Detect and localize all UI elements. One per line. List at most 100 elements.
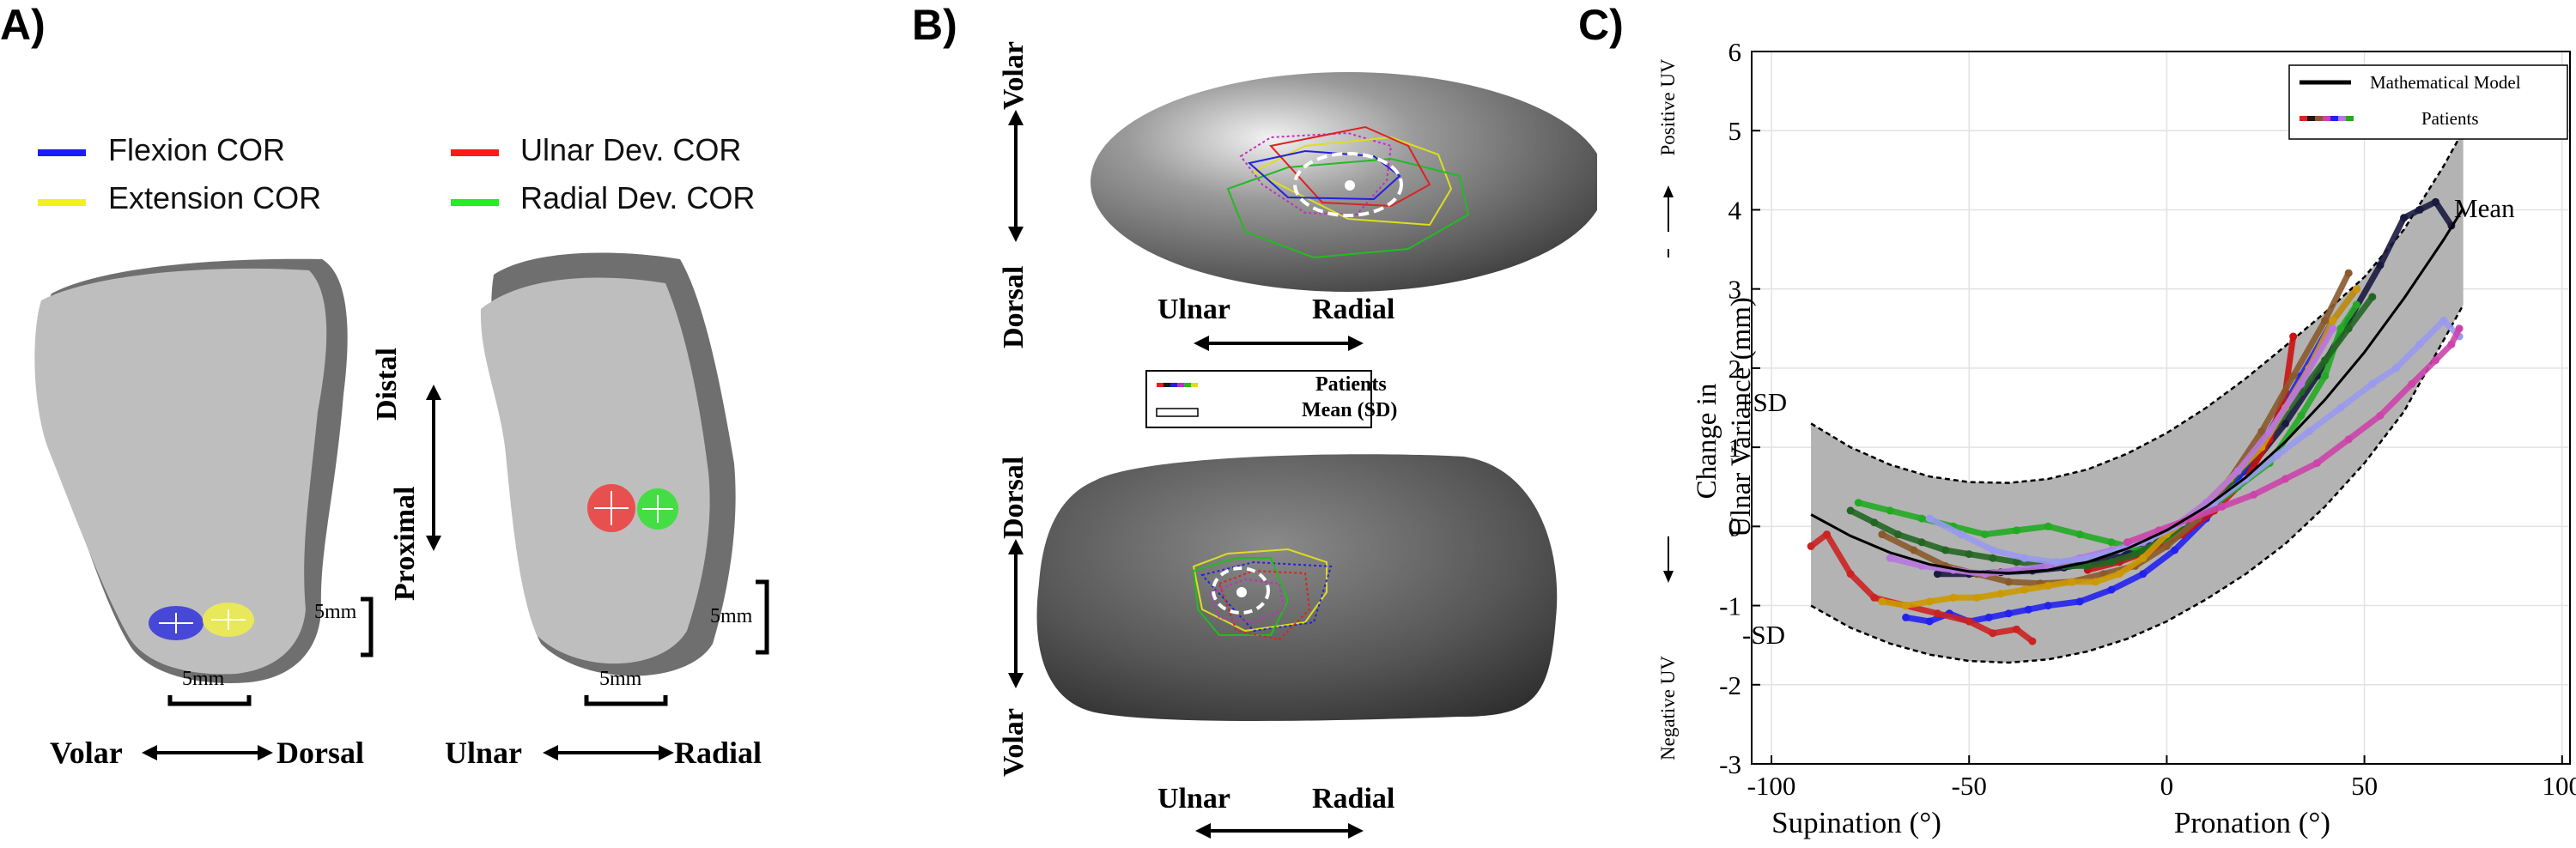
patient-series-point: [2273, 451, 2281, 459]
patient-series-point: [1807, 542, 1815, 550]
y-tick-label: -3: [1719, 749, 1741, 779]
top-mean-sd-ellipse: [1293, 152, 1403, 217]
patient-series-point: [1941, 546, 1950, 554]
patient-series-point: [2233, 467, 2242, 475]
patient-series-point: [2336, 324, 2345, 333]
plus-sd-line: [1810, 130, 2464, 484]
patient-series-point: [2257, 427, 2266, 436]
patient-series-line: [1807, 531, 2036, 645]
label-ulnar-b-bottom: Ulnar: [1157, 783, 1230, 815]
legend-swatch-extension: [38, 199, 86, 206]
y-tick-label: -2: [1719, 670, 1741, 700]
b-legend-box: [1145, 370, 1372, 428]
patient-series-point: [1957, 530, 1965, 539]
patient-series-point: [2344, 269, 2353, 277]
x-axis-label-pronation: Pronation (°): [2174, 806, 2330, 839]
plot-frame: [1751, 51, 2571, 765]
label-proximal: Proximal: [389, 486, 421, 601]
y-axis-label-line1: Change in: [1692, 384, 1722, 500]
b-top-horizontal-arrow: [1194, 336, 1364, 351]
patient-series-point: [2139, 570, 2148, 578]
top-surface-ellipsoid: [1091, 72, 1597, 292]
patient-series-point: [2281, 419, 2289, 427]
patient-series-point: [2297, 411, 2306, 420]
label-plus-sd: +SD: [1738, 387, 1787, 417]
scale-bars: [167, 579, 769, 706]
patient-series-point: [2376, 411, 2385, 420]
patient-series-point: [1893, 530, 1902, 539]
patient-series-point: [1870, 518, 1879, 527]
panel-b-letter: B): [912, 1, 957, 49]
bottom-mean-sd-ellipse: [1212, 566, 1270, 615]
patient-series-point: [2131, 550, 2140, 559]
patient-series-point: [2344, 324, 2353, 333]
label-ulnar-b-top: Ulnar: [1157, 294, 1230, 325]
patient-series-point: [2391, 364, 2400, 373]
patient-series-point: [2004, 609, 2013, 618]
top-mean-point: [1345, 180, 1355, 191]
patient-series-point: [2329, 317, 2337, 325]
x-tick-label: -100: [1747, 771, 1796, 801]
y-tick-label: 0: [1728, 512, 1742, 542]
patient-series-point: [2044, 582, 2052, 590]
label-mean: Mean: [2454, 193, 2515, 223]
patient-series-point: [2289, 372, 2298, 380]
patient-series-point: [2297, 379, 2306, 388]
legend-swatch-ulnar: [451, 149, 499, 156]
patient-series-point: [2162, 542, 2171, 550]
patient-series-point: [2107, 558, 2116, 566]
patient-series-point: [1902, 602, 1911, 610]
scale-label-right-horizontal: 5mm: [599, 668, 642, 690]
patient-series-point: [2352, 300, 2360, 309]
patient-series-point: [1933, 570, 1941, 578]
label-distal: Distal: [371, 348, 403, 421]
patient-series-point: [2447, 340, 2456, 348]
label-volar-a: Volar: [50, 736, 123, 770]
scale-label-right-vertical: 5mm: [710, 605, 753, 627]
distal-proximal-arrow: [426, 385, 441, 551]
patient-series-point: [2368, 293, 2377, 301]
patient-series-point: [2312, 459, 2321, 468]
patient-series-point: [1886, 506, 1894, 515]
x-tick-label: 50: [2351, 771, 2378, 801]
patient-series-point: [2020, 554, 2029, 562]
legend-patients-swatch: [2300, 116, 2354, 121]
positive-uv-label: Positive UV: [1657, 58, 1679, 155]
x-tick-label: -50: [1952, 771, 1987, 801]
panel-a-letter: A): [0, 1, 46, 49]
y-tick-label: 5: [1728, 116, 1742, 146]
patient-series-point: [1989, 546, 1997, 554]
patient-series-point: [1917, 561, 1926, 570]
label-radial-a: Radial: [674, 736, 762, 770]
legend-swatch-radial: [451, 199, 499, 206]
y-tick-label: 6: [1728, 37, 1742, 67]
label-radial-b-bottom: Radial: [1312, 783, 1395, 815]
label-radial-b-top: Radial: [1312, 294, 1395, 325]
scale-label-left-horizontal: 5mm: [182, 668, 225, 690]
patient-series: [1807, 197, 2464, 645]
patient-series-point: [1917, 538, 1926, 547]
bottom-mean-point: [1236, 587, 1247, 597]
legend-label-flexion: Flexion COR: [108, 132, 286, 167]
patient-series-point: [2265, 427, 2274, 436]
patient-series-point: [2013, 526, 2020, 535]
patient-series-point: [2044, 522, 2052, 530]
patient-series-point: [2432, 356, 2439, 365]
patient-series-point: [1989, 629, 1997, 638]
patient-series-point: [2432, 197, 2439, 206]
patient-series-point: [2344, 435, 2353, 444]
patient-series-point: [1878, 530, 1886, 539]
patient-series-point: [1886, 554, 1894, 562]
legend-label-extension: Extension COR: [108, 180, 322, 215]
patient-series-point: [1854, 499, 1862, 507]
patient-series-point: [1972, 593, 1981, 602]
patient-series-point: [2368, 379, 2377, 388]
label-dorsal-a: Dorsal: [276, 736, 364, 770]
label-volar-b-top: Volar: [998, 41, 1030, 110]
patient-series-point: [2321, 356, 2330, 365]
patient-series-point: [2028, 637, 2037, 645]
patient-series-point: [2281, 475, 2289, 483]
ulnar-variance-chart: -100 -50 0 50 100 -3 -2 -1 0 1 2 3 4 5 6 Mathematical …: [1657, 37, 2576, 839]
patient-series-point: [2415, 340, 2424, 348]
patient-series-point: [2083, 554, 2092, 562]
